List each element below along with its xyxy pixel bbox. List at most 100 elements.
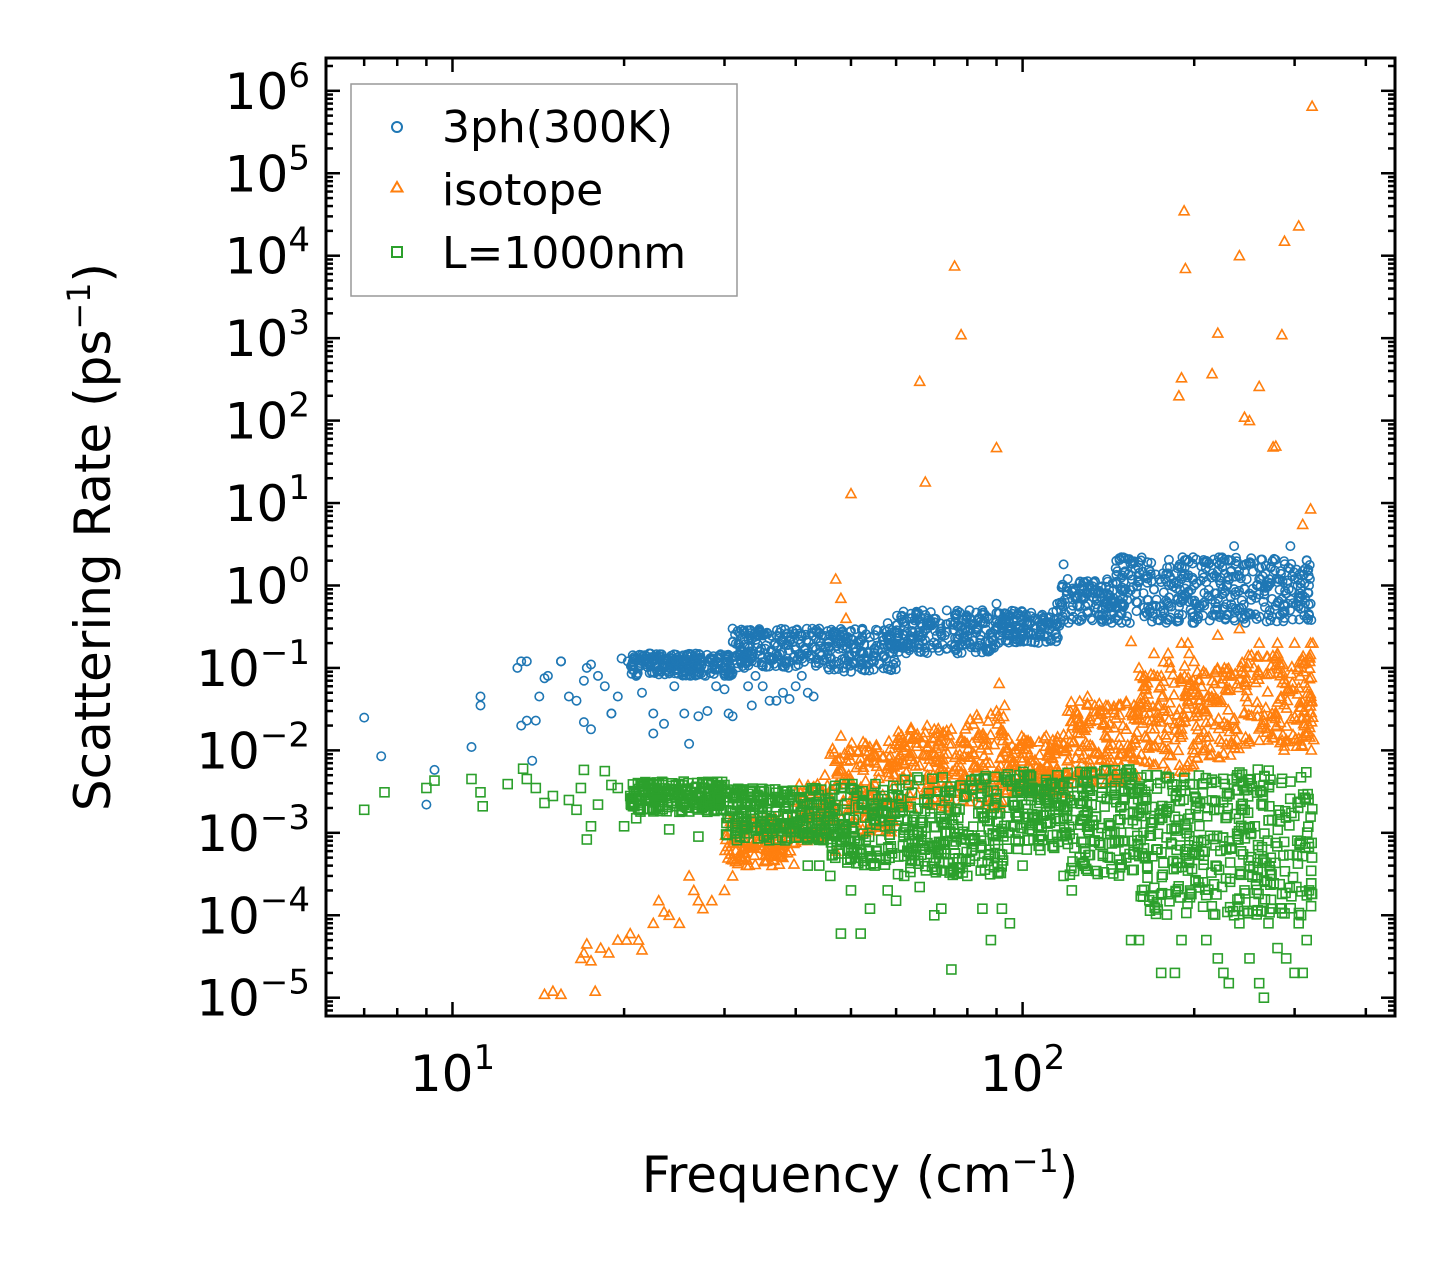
boundary-band-point <box>1136 848 1148 859</box>
boundary-band-point <box>1191 841 1203 853</box>
boundary-band-point <box>1136 810 1147 822</box>
3ph-band-point <box>925 607 936 618</box>
3ph-band-point <box>779 624 790 635</box>
isotope-band-point <box>1012 739 1026 752</box>
3ph-band-point <box>891 619 902 630</box>
y-tick-base: 10 <box>196 887 260 945</box>
isotope-point <box>990 704 1003 716</box>
boundary-point <box>1303 885 1315 896</box>
boundary-band-point <box>945 781 956 792</box>
3ph-point <box>1212 565 1223 576</box>
isotope-point <box>584 954 598 966</box>
boundary-point <box>742 799 754 810</box>
boundary-point <box>890 895 902 907</box>
boundary-band-point <box>912 772 923 783</box>
boundary-band-point <box>1234 866 1246 877</box>
isotope-point <box>741 838 755 851</box>
isotope-band-point <box>1132 753 1146 765</box>
boundary-band-point <box>1063 821 1075 833</box>
boundary-band-point <box>1193 770 1205 781</box>
3ph-band-point <box>835 637 846 648</box>
3ph-band-point <box>1204 615 1215 626</box>
boundary-band-point <box>1042 779 1053 791</box>
3ph-band-point <box>1275 566 1286 577</box>
boundary-point <box>618 820 630 832</box>
boundary-band-point <box>1095 791 1107 803</box>
3ph-point <box>1289 573 1300 584</box>
boundary-band-point <box>893 814 905 825</box>
isotope-point <box>1279 732 1293 745</box>
boundary-band-point <box>1027 786 1039 797</box>
isotope-band-point <box>1152 732 1165 745</box>
boundary-point <box>1280 953 1292 964</box>
3ph-point <box>1072 593 1083 604</box>
boundary-point <box>630 812 642 824</box>
isotope-band-point <box>1088 699 1102 711</box>
3ph-band-point <box>1128 581 1139 592</box>
boundary-band-point <box>793 831 805 843</box>
boundary-band-point <box>725 805 737 817</box>
3ph-band-point <box>708 668 719 679</box>
isotope-point <box>652 894 666 906</box>
boundary-band-point <box>1265 894 1277 906</box>
boundary-band-point <box>1275 902 1286 914</box>
isotope-band-point <box>1066 735 1080 748</box>
isotope-point <box>1288 636 1301 648</box>
isotope-band-point <box>1108 706 1121 718</box>
3ph-band-point <box>1199 556 1210 567</box>
isotope-band-point <box>1082 712 1096 725</box>
boundary-band-point <box>1119 835 1131 847</box>
boundary-band-point <box>908 829 920 841</box>
isotope-point <box>1039 729 1053 741</box>
3ph-band-point <box>879 650 890 661</box>
3ph-point <box>585 659 596 670</box>
isotope-band-point <box>1217 746 1231 759</box>
isotope-band-point <box>1274 689 1288 702</box>
isotope-band-point <box>1119 722 1133 735</box>
boundary-band-point <box>1041 806 1052 818</box>
isotope-band-point <box>1080 737 1094 750</box>
isotope-band-point <box>747 848 761 861</box>
isotope-band-point <box>1212 721 1226 734</box>
isotope-band-point <box>1001 783 1014 795</box>
boundary-band-point <box>1062 767 1073 779</box>
boundary-band-point <box>1098 866 1109 878</box>
isotope-band-point <box>927 745 940 758</box>
isotope-band-point <box>1172 702 1186 715</box>
isotope-point <box>1233 621 1246 634</box>
boundary-band-point <box>1263 781 1275 793</box>
3ph-band-point <box>1246 553 1257 564</box>
isotope-band-point <box>1138 754 1152 767</box>
3ph-band-point <box>1285 563 1296 574</box>
boundary-band-point <box>1038 810 1049 822</box>
isotope-point <box>632 933 645 945</box>
isotope-band-point <box>910 736 923 748</box>
isotope-band-point <box>1204 714 1218 726</box>
isotope-band-point <box>1273 669 1287 681</box>
3ph-point <box>578 675 589 686</box>
boundary-point <box>1272 942 1283 954</box>
3ph-band-point <box>978 617 989 628</box>
isotope-band-point <box>1192 688 1206 700</box>
boundary-band-point <box>880 853 891 865</box>
3ph-band-point <box>951 608 962 619</box>
boundary-band-point <box>1156 887 1168 899</box>
boundary-band-point <box>877 784 889 796</box>
isotope-point <box>829 572 843 584</box>
isotope-band-point <box>784 844 797 856</box>
3ph-band-point <box>1018 628 1029 639</box>
boundary-band-point <box>1141 793 1152 805</box>
3ph-band-point <box>941 605 952 616</box>
3ph-band-point <box>871 640 882 651</box>
3ph-band-point <box>1162 614 1173 625</box>
legend-box <box>350 83 738 297</box>
isotope-band-point <box>1223 683 1237 696</box>
boundary-band-point <box>991 788 1002 800</box>
isotope-point <box>1187 654 1201 667</box>
isotope-band-point <box>862 754 876 767</box>
3ph-band-point <box>969 642 980 653</box>
isotope-band-point <box>1137 671 1151 684</box>
isotope-band-point <box>1261 685 1275 697</box>
boundary-band-point <box>826 850 838 861</box>
boundary-band-point <box>1114 862 1126 873</box>
